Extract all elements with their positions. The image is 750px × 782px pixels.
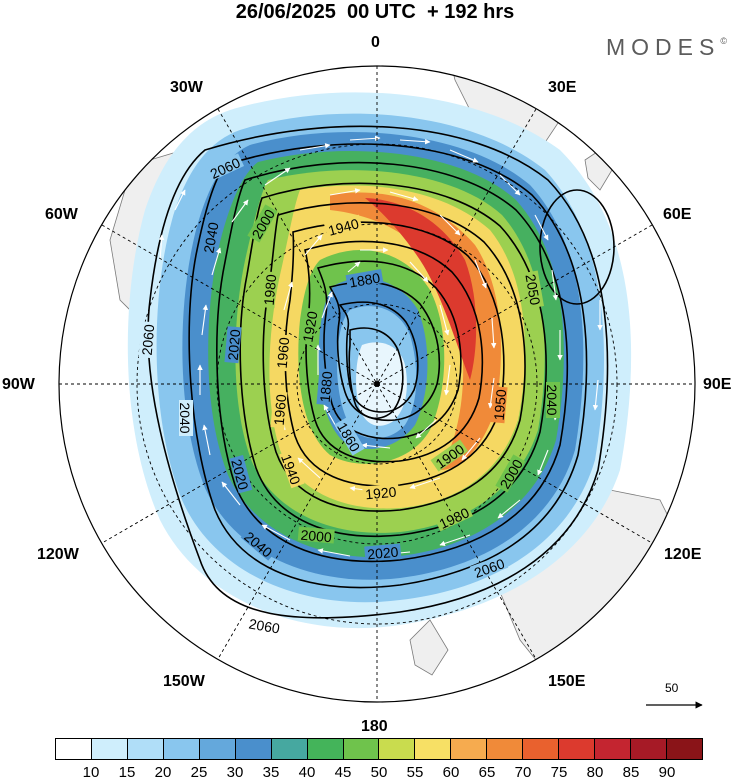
contour-1980 bbox=[262, 202, 526, 512]
lon-label-150w: 150W bbox=[163, 673, 205, 690]
colorbar-tick-label: 35 bbox=[262, 764, 280, 781]
contour-label: 1940 bbox=[326, 215, 360, 239]
contour-1880 bbox=[338, 301, 419, 413]
colorbar-cell bbox=[450, 739, 487, 759]
colorbar-tick-label: 80 bbox=[586, 764, 604, 781]
colorbar-tick-label: 70 bbox=[514, 764, 532, 781]
south-pole-marker bbox=[374, 381, 380, 387]
contour-label: 1880 bbox=[317, 370, 336, 403]
contour-2040 bbox=[188, 143, 588, 589]
reference-vector-label: 50 bbox=[665, 681, 679, 695]
colorbar-tick-label: 65 bbox=[478, 764, 496, 781]
colorbar-tick-label: 45 bbox=[334, 764, 352, 781]
contour-1900 bbox=[328, 281, 441, 422]
brand-text: MODES bbox=[606, 34, 721, 60]
colorbar-cell bbox=[342, 739, 379, 759]
lon-label-30w: 30W bbox=[170, 79, 203, 96]
lon-label-60w: 60W bbox=[45, 206, 78, 223]
colorbar-tick-label: 60 bbox=[442, 764, 460, 781]
colorbar-cell bbox=[630, 739, 666, 759]
colorbar-cell bbox=[90, 739, 127, 759]
contour-label: 2040 bbox=[177, 402, 193, 433]
contour-label: 1920 bbox=[365, 484, 398, 503]
colorbar-cell bbox=[126, 739, 163, 759]
colorbar-cell bbox=[522, 739, 559, 759]
colorbar-cell bbox=[665, 739, 702, 759]
contour-1860 bbox=[348, 327, 404, 419]
contour-label: 1880 bbox=[348, 269, 382, 290]
lon-label-60e: 60E bbox=[663, 206, 692, 223]
colorbar-tick-label: 50 bbox=[370, 764, 388, 781]
contour-label: 2040 bbox=[544, 384, 560, 415]
colorbar-tick-label: 40 bbox=[298, 764, 316, 781]
lon-label-120w: 120W bbox=[37, 546, 79, 563]
map-disc: 2060 2040 2000 1940 1980 2020 1960 1920 … bbox=[59, 66, 695, 702]
map-boundary bbox=[58, 65, 696, 703]
brand-logo: MODES© bbox=[606, 34, 727, 61]
colorbar-tick-label: 30 bbox=[226, 764, 244, 781]
colorbar-cell bbox=[486, 739, 523, 759]
colorbar-tick-label: 25 bbox=[190, 764, 208, 781]
brand-mark: © bbox=[720, 36, 727, 46]
contour-label: 1950 bbox=[491, 388, 510, 421]
contour-label: 2050 bbox=[522, 273, 543, 307]
lon-label-150e: 150E bbox=[548, 673, 586, 690]
contour-labels: 2060 2040 2000 1940 1980 2020 1960 1920 … bbox=[138, 153, 560, 637]
colorbar-tick-label: 55 bbox=[406, 764, 424, 781]
colorbar-tick-label: 85 bbox=[622, 764, 640, 781]
colorbar-cell bbox=[234, 739, 271, 759]
colorbar-cell bbox=[558, 739, 595, 759]
lon-label-90e: 90E bbox=[703, 376, 732, 393]
contour-label: 1960 bbox=[274, 336, 293, 369]
contour-label: 2000 bbox=[300, 527, 333, 546]
colorbar-tick-label: 90 bbox=[658, 764, 676, 781]
colorbar-cell bbox=[270, 739, 307, 759]
colorbar-cell bbox=[162, 739, 199, 759]
contour-label: 2060 bbox=[139, 323, 158, 356]
contour-1960 bbox=[284, 221, 505, 487]
shade-core bbox=[356, 342, 407, 426]
colorbar-tick-label: 10 bbox=[82, 764, 100, 781]
colorbar-cell bbox=[306, 739, 343, 759]
lon-label-0: 0 bbox=[371, 34, 380, 51]
contour-label: 2060 bbox=[248, 615, 282, 636]
colorbar-cell bbox=[56, 739, 91, 759]
contour-label: 2020 bbox=[367, 544, 400, 563]
lon-label-30e: 30E bbox=[548, 79, 577, 96]
lon-label-180: 180 bbox=[361, 718, 388, 735]
colorbar-cell bbox=[414, 739, 451, 759]
shade-80 bbox=[365, 198, 477, 380]
colorbar bbox=[55, 738, 703, 760]
new-zealand-land bbox=[409, 619, 449, 676]
map-title: 26/06/2025 00 UTC + 192 hrs bbox=[235, 1, 515, 23]
contour-label: 1980 bbox=[261, 273, 280, 306]
contour-label: 1960 bbox=[271, 393, 290, 426]
lon-label-120e: 120E bbox=[664, 546, 702, 563]
colorbar-cell bbox=[594, 739, 630, 759]
contour-label: 1920 bbox=[299, 310, 320, 344]
contour-2020 bbox=[216, 161, 569, 563]
colorbar-cell bbox=[378, 739, 415, 759]
colorbar-tick-label: 15 bbox=[118, 764, 136, 781]
colorbar-tick-label: 75 bbox=[550, 764, 568, 781]
lon-label-90w: 90W bbox=[2, 376, 35, 393]
contour-label: 2020 bbox=[225, 328, 244, 361]
contour-label: 2040 bbox=[200, 221, 221, 255]
colorbar-tick-label: 20 bbox=[154, 764, 172, 781]
colorbar-cell bbox=[198, 739, 235, 759]
contour-label: 2020 bbox=[228, 457, 252, 491]
